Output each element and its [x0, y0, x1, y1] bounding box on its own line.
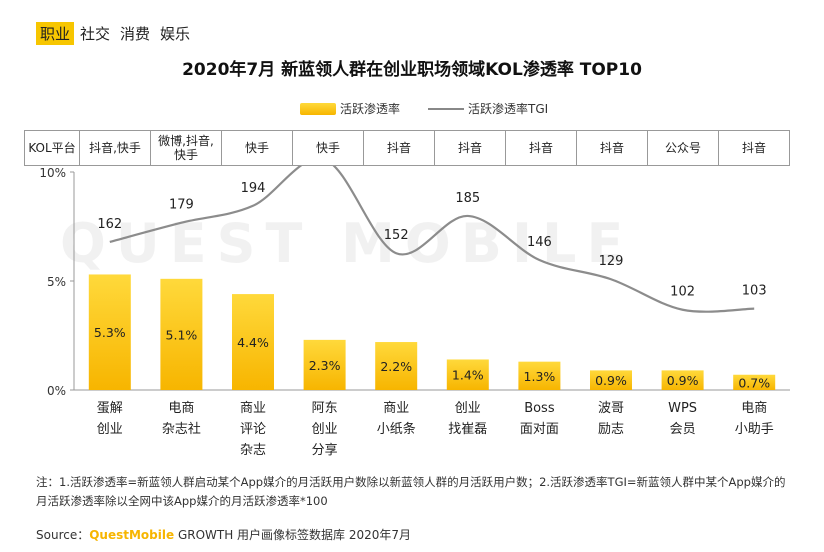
bar — [446, 359, 489, 390]
source-line: Source：QuestMobile GROWTH 用户画像标签数据库 2020… — [36, 526, 411, 543]
kol-cell: 抖音 — [363, 130, 435, 166]
chart-title: 2020年7月 新蓝领人群在创业职场领域KOL渗透率 TOP10 — [182, 60, 642, 80]
bar — [518, 361, 561, 390]
kol-header: KOL平台 — [24, 130, 80, 166]
kol-cell: 公众号 — [647, 130, 719, 166]
bar-value-label: 2.2% — [380, 359, 412, 374]
tgi-value-label: 102 — [670, 285, 695, 300]
source-suffix: GROWTH 用户画像标签数据库 2020年7月 — [174, 528, 412, 542]
bar-value-label: 5.3% — [94, 325, 126, 340]
tgi-value-label: 185 — [455, 191, 480, 206]
bar — [88, 274, 131, 390]
x-tick-label: 电商 — [168, 401, 194, 416]
x-tick-label: 励志 — [598, 422, 624, 437]
legend: 活跃渗透率 活跃渗透率TGI — [300, 100, 548, 117]
watermark: QUEST MOBILE — [60, 212, 634, 275]
legend-bar-label: 活跃渗透率 — [340, 102, 401, 116]
tab-career[interactable]: 职业 — [36, 22, 75, 45]
y-tick-label: 0% — [47, 384, 66, 398]
bar — [303, 339, 346, 390]
bar — [160, 278, 203, 390]
bar-value-label: 5.1% — [166, 327, 198, 342]
x-tick-label: 小助手 — [735, 422, 774, 437]
x-tick-label: 创业 — [97, 422, 123, 437]
x-tick-label: 杂志 — [240, 443, 266, 458]
x-tick-label: 会员 — [670, 422, 696, 437]
x-tick-label: 商业 — [383, 401, 409, 416]
bar-value-label: 2.3% — [309, 358, 341, 373]
x-tick-label: 蛋解 — [97, 401, 123, 416]
y-tick-label: 10% — [39, 166, 66, 180]
chart-area: 0% 5% 10% 5.3% 5.1% 4.4% 2.3% 2.2% 1.4% 1.3% 0.9% 0… — [39, 166, 790, 458]
bar-value-label: 0.7% — [738, 375, 770, 390]
bar — [661, 370, 704, 390]
legend-line-swatch — [428, 107, 465, 110]
bar — [232, 294, 274, 390]
footnote: 注：1.活跃渗透率=新蓝领人群启动某个App媒介的月活跃用户数除以新蓝领人群的月… — [36, 475, 786, 508]
y-tick-label: 5% — [47, 275, 66, 289]
tgi-value-label: 152 — [384, 228, 409, 243]
kol-cell: 抖音 — [505, 130, 577, 166]
kol-row: KOL平台 抖音,快手 微博,抖音,快手 快手 快手 抖音 抖音 抖音 抖音 公… — [24, 130, 790, 166]
kol-cell: 微博,抖音,快手 — [150, 130, 222, 166]
bar — [590, 370, 632, 390]
x-tick-label: Boss — [524, 401, 555, 416]
x-tick-label: 分享 — [312, 442, 338, 458]
kol-platform-table: KOL平台 抖音,快手 微博,抖音,快手 快手 快手 抖音 抖音 抖音 抖音 公… — [24, 130, 790, 166]
x-tick-label: 杂志社 — [162, 421, 201, 437]
tgi-value-label: 179 — [169, 198, 194, 213]
x-tick-label: 创业 — [312, 422, 338, 437]
tgi-value-label: 129 — [599, 254, 624, 269]
kol-cell: 快手 — [292, 130, 364, 166]
kol-cell: 抖音,快手 — [79, 130, 151, 166]
tab-consumption[interactable]: 消费 — [120, 25, 151, 43]
kol-cell: 抖音 — [576, 130, 648, 166]
kol-cell: 快手 — [221, 130, 293, 166]
legend-line-label: 活跃渗透率TGI — [468, 102, 549, 116]
source-brand: QuestMobile — [89, 528, 175, 542]
x-tick-label: 面对面 — [520, 422, 559, 437]
bar-value-label: 4.4% — [237, 335, 269, 350]
tgi-value-label: 194 — [241, 181, 266, 196]
kol-cell: 抖音 — [434, 130, 506, 166]
bar-value-label: 0.9% — [595, 373, 627, 388]
tgi-value-label: 146 — [527, 235, 552, 250]
x-tick-label: 小纸条 — [377, 421, 416, 437]
x-tick-label: 波哥 — [598, 401, 624, 416]
x-tick-label: 创业 — [455, 401, 481, 416]
tgi-value-label: 103 — [742, 284, 767, 299]
bar — [733, 374, 776, 390]
kol-cell: 抖音 — [718, 130, 790, 166]
x-tick-label: WPS — [668, 401, 697, 416]
bar-value-label: 0.9% — [667, 373, 699, 388]
legend-bar: 活跃渗透率 — [300, 100, 400, 117]
legend-line: 活跃渗透率TGI — [428, 100, 548, 117]
x-tick-label: 商业 — [240, 401, 266, 416]
tgi-line — [109, 166, 755, 313]
bar — [375, 342, 418, 390]
bar-value-label: 1.3% — [524, 369, 556, 384]
x-tick-label: 评论 — [240, 422, 266, 437]
tab-entertainment[interactable]: 娱乐 — [160, 25, 191, 43]
tgi-value-label: 162 — [97, 217, 122, 232]
x-tick-label: 找崔磊 — [448, 421, 487, 437]
bar-value-label: 1.4% — [452, 368, 484, 383]
x-tick-label: 电商 — [741, 401, 767, 416]
source-prefix: Source： — [36, 528, 90, 542]
legend-bar-swatch — [300, 102, 336, 115]
tab-social[interactable]: 社交 — [80, 25, 111, 43]
x-tick-label: 阿东 — [312, 401, 338, 416]
category-tabs: 职业 社交 消费 娱乐 — [36, 22, 194, 45]
